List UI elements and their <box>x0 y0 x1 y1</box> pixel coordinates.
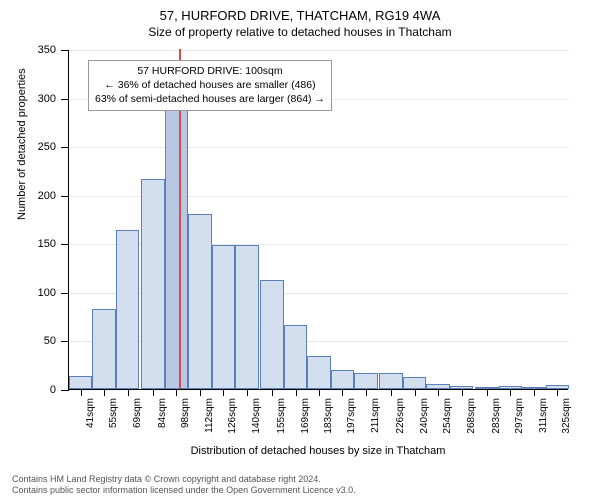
y-tick-label: 150 <box>38 238 56 250</box>
y-tick-label: 350 <box>38 44 56 56</box>
histogram-bar <box>116 230 139 389</box>
histogram-bar <box>499 386 522 389</box>
x-tick-label: 268sqm <box>466 398 477 434</box>
histogram-bar <box>546 385 569 389</box>
y-tick <box>61 196 69 197</box>
y-tick <box>61 293 69 294</box>
x-tick-label: 297sqm <box>514 398 525 434</box>
x-tick <box>342 390 343 396</box>
histogram-bar <box>331 370 354 389</box>
histogram-bar <box>165 110 188 389</box>
histogram-bar <box>379 373 402 390</box>
x-tick <box>223 390 224 396</box>
x-tick-label: 325sqm <box>561 398 572 434</box>
x-tick-label: 69sqm <box>132 398 143 428</box>
chart-title-main: 57, HURFORD DRIVE, THATCHAM, RG19 4WA <box>0 0 600 23</box>
histogram-bar <box>212 245 235 389</box>
x-tick-label: 183sqm <box>323 398 334 434</box>
x-tick <box>462 390 463 396</box>
chart-title-sub: Size of property relative to detached ho… <box>0 23 600 39</box>
y-tick <box>61 50 69 51</box>
y-tick-label: 100 <box>38 287 56 299</box>
x-tick-label: 226sqm <box>395 398 406 434</box>
x-tick-label: 283sqm <box>491 398 502 434</box>
histogram-bar <box>69 376 92 389</box>
x-tick-label: 84sqm <box>157 398 168 428</box>
x-tick-label: 155sqm <box>276 398 287 434</box>
x-tick-label: 55sqm <box>108 398 119 428</box>
x-tick <box>534 390 535 396</box>
x-tick <box>176 390 177 396</box>
histogram-bar <box>141 179 164 389</box>
histogram-bar <box>92 309 115 389</box>
grid-line <box>69 50 569 51</box>
x-tick <box>557 390 558 396</box>
x-tick <box>487 390 488 396</box>
annotation-line2: ← 36% of detached houses are smaller (48… <box>95 78 325 92</box>
x-tick-label: 98sqm <box>180 398 191 428</box>
annotation-line1: 57 HURFORD DRIVE: 100sqm <box>95 64 325 78</box>
x-tick <box>81 390 82 396</box>
x-tick <box>272 390 273 396</box>
x-tick-label: 41sqm <box>85 398 96 428</box>
x-tick-label: 240sqm <box>419 398 430 434</box>
x-tick <box>438 390 439 396</box>
grid-line <box>69 147 569 148</box>
x-tick <box>200 390 201 396</box>
x-tick-label: 197sqm <box>346 398 357 434</box>
x-tick-label: 140sqm <box>251 398 262 434</box>
histogram-bar <box>284 325 307 389</box>
y-tick-label: 50 <box>44 335 56 347</box>
y-tick <box>61 390 69 391</box>
y-tick-label: 200 <box>38 190 56 202</box>
x-axis-title: Distribution of detached houses by size … <box>68 445 568 457</box>
x-tick-label: 126sqm <box>227 398 238 434</box>
y-tick-label: 250 <box>38 141 56 153</box>
credits-line2: Contains public sector information licen… <box>12 485 356 496</box>
x-tick <box>391 390 392 396</box>
annotation-line3: 63% of semi-detached houses are larger (… <box>95 92 325 106</box>
histogram-bar <box>403 377 426 389</box>
x-tick-label: 254sqm <box>442 398 453 434</box>
histogram-bar <box>188 214 211 389</box>
histogram-bar <box>235 245 258 389</box>
x-tick <box>415 390 416 396</box>
y-axis-title: Number of detached properties <box>16 68 28 220</box>
y-tick-label: 0 <box>50 384 56 396</box>
histogram-bar <box>307 356 330 389</box>
x-tick <box>247 390 248 396</box>
histogram-bar <box>260 280 283 389</box>
x-tick <box>510 390 511 396</box>
y-tick <box>61 147 69 148</box>
x-tick <box>366 390 367 396</box>
credits: Contains HM Land Registry data © Crown c… <box>12 474 356 497</box>
histogram-bar <box>354 373 377 389</box>
credits-line1: Contains HM Land Registry data © Crown c… <box>12 474 356 485</box>
histogram-bar <box>475 387 498 389</box>
x-tick-label: 211sqm <box>370 398 381 433</box>
y-tick <box>61 341 69 342</box>
y-tick <box>61 244 69 245</box>
histogram-bar <box>426 384 449 389</box>
x-tick <box>296 390 297 396</box>
x-tick <box>319 390 320 396</box>
chart-area: 05010015020025030035041sqm55sqm69sqm84sq… <box>68 50 568 420</box>
x-tick <box>153 390 154 396</box>
y-tick-label: 300 <box>38 93 56 105</box>
x-tick <box>104 390 105 396</box>
x-tick-label: 169sqm <box>300 398 311 434</box>
annotation-box: 57 HURFORD DRIVE: 100sqm ← 36% of detach… <box>88 60 332 111</box>
x-tick <box>128 390 129 396</box>
y-tick <box>61 99 69 100</box>
histogram-bar <box>450 386 473 389</box>
x-tick-label: 112sqm <box>204 398 215 433</box>
x-tick-label: 311sqm <box>538 398 549 433</box>
histogram-bar <box>522 387 545 389</box>
